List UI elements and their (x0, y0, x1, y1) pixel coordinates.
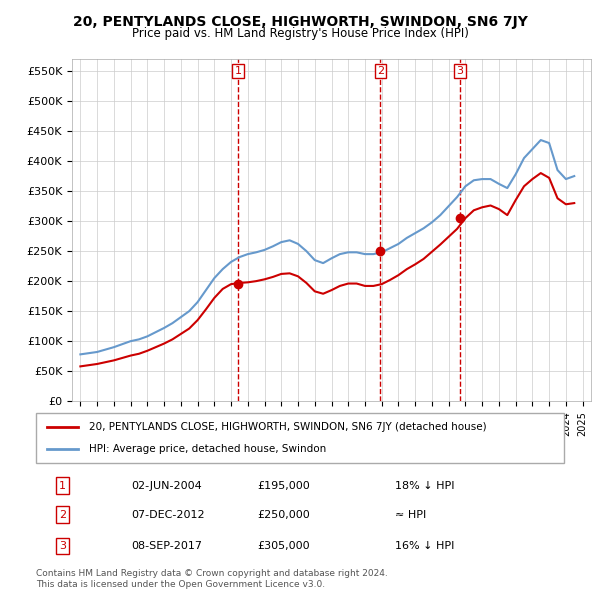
Text: Contains HM Land Registry data © Crown copyright and database right 2024.
This d: Contains HM Land Registry data © Crown c… (36, 569, 388, 589)
Text: £305,000: £305,000 (258, 541, 310, 551)
Text: Price paid vs. HM Land Registry's House Price Index (HPI): Price paid vs. HM Land Registry's House … (131, 27, 469, 40)
Text: 1: 1 (59, 481, 66, 490)
Text: 20, PENTYLANDS CLOSE, HIGHWORTH, SWINDON, SN6 7JY: 20, PENTYLANDS CLOSE, HIGHWORTH, SWINDON… (73, 15, 527, 29)
Text: HPI: Average price, detached house, Swindon: HPI: Average price, detached house, Swin… (89, 444, 326, 454)
FancyBboxPatch shape (36, 413, 564, 463)
Text: 08-SEP-2017: 08-SEP-2017 (131, 541, 202, 551)
Text: 20, PENTYLANDS CLOSE, HIGHWORTH, SWINDON, SN6 7JY (detached house): 20, PENTYLANDS CLOSE, HIGHWORTH, SWINDON… (89, 422, 487, 432)
Text: 1: 1 (235, 66, 242, 76)
Text: 18% ↓ HPI: 18% ↓ HPI (395, 481, 455, 490)
Text: ≈ HPI: ≈ HPI (395, 510, 426, 520)
Text: 02-JUN-2004: 02-JUN-2004 (131, 481, 202, 490)
Text: £195,000: £195,000 (258, 481, 311, 490)
Text: 2: 2 (377, 66, 384, 76)
Text: 07-DEC-2012: 07-DEC-2012 (131, 510, 205, 520)
Text: £250,000: £250,000 (258, 510, 311, 520)
Text: 3: 3 (59, 541, 66, 551)
Text: 3: 3 (457, 66, 463, 76)
Text: 16% ↓ HPI: 16% ↓ HPI (395, 541, 454, 551)
Text: 2: 2 (59, 510, 66, 520)
